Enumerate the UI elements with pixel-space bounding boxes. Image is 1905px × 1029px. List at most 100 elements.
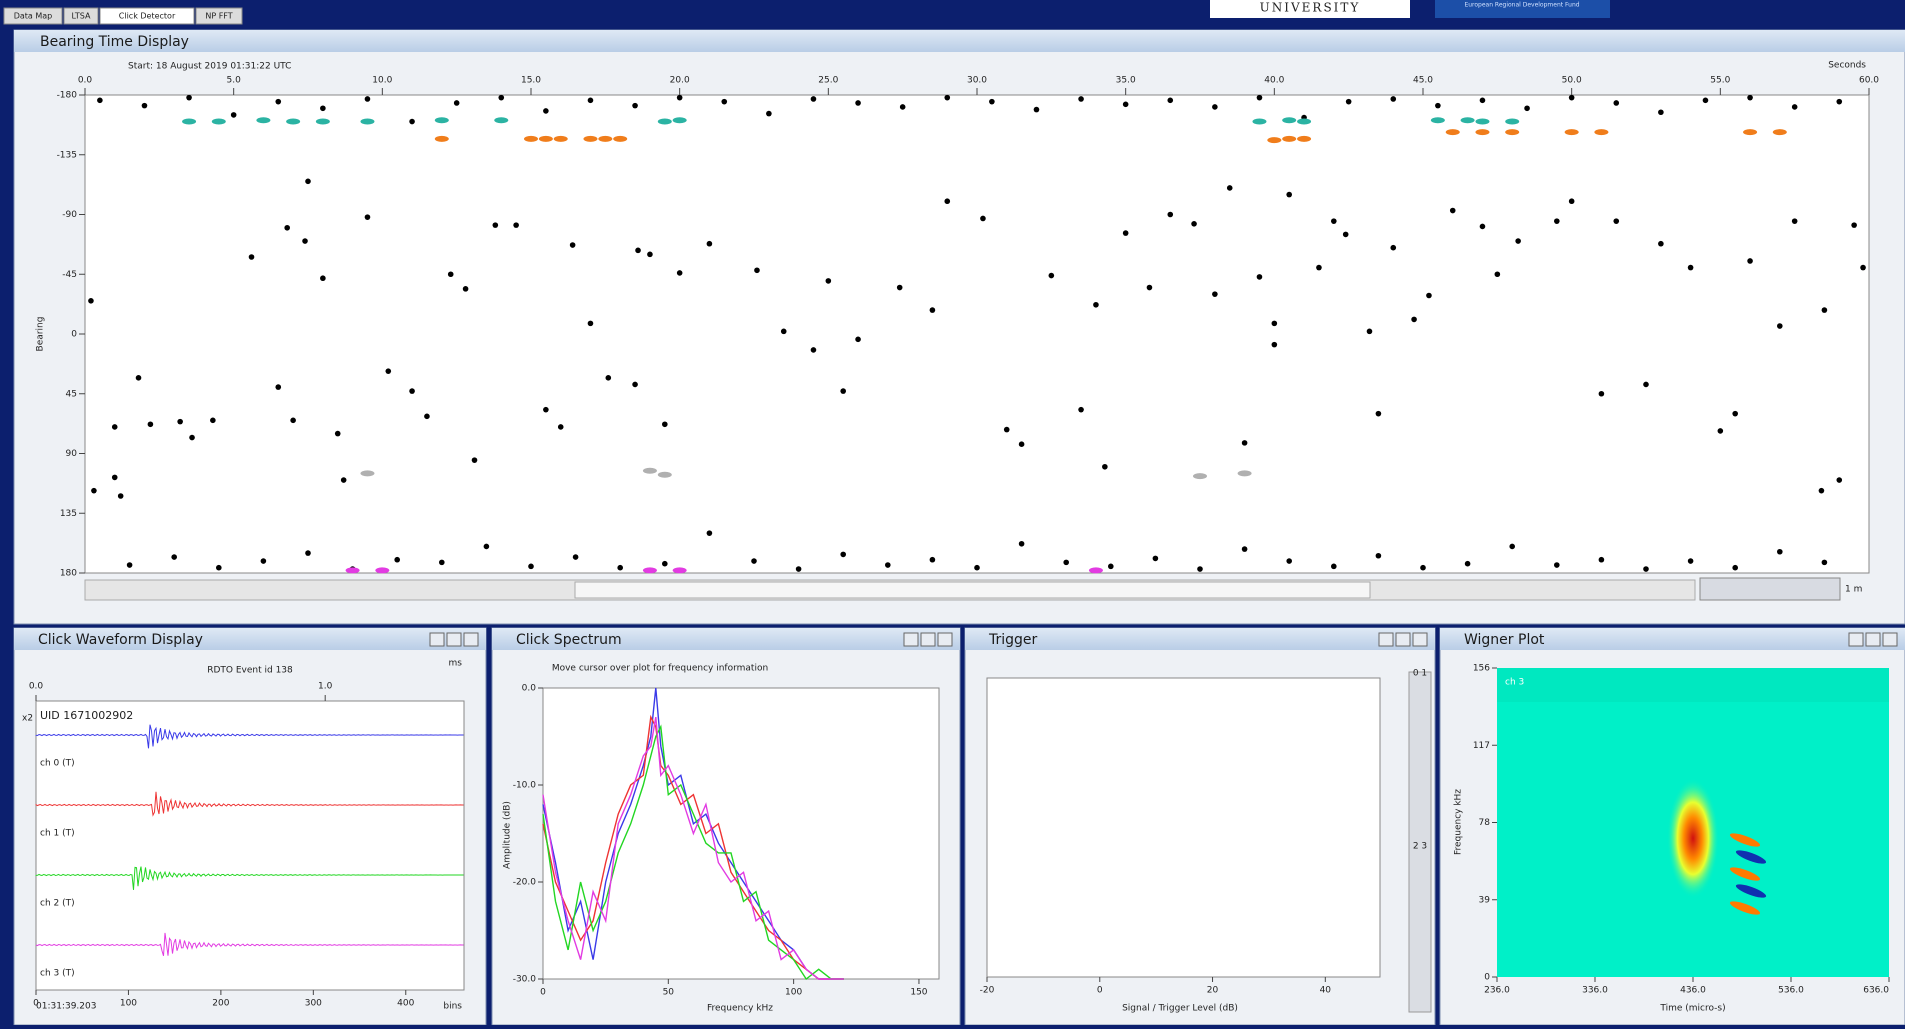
panel-title: Bearing Time Display	[40, 34, 189, 50]
click-point	[365, 214, 371, 220]
window-button[interactable]	[938, 633, 952, 646]
playback-controls[interactable]	[1700, 578, 1840, 600]
click-point	[1227, 185, 1233, 191]
click-point	[570, 242, 576, 248]
click-point	[1658, 241, 1664, 247]
y-tick-label: -135	[57, 150, 77, 160]
tracked-click	[212, 119, 226, 125]
window-button[interactable]	[1379, 633, 1393, 646]
click-point	[897, 285, 903, 291]
click-point	[484, 544, 490, 550]
tracked-click	[1282, 136, 1296, 142]
click-point	[1367, 329, 1373, 335]
click-point	[1191, 221, 1197, 227]
click-point	[1123, 101, 1129, 107]
meter-label: 2 3	[1413, 842, 1427, 852]
tracked-click	[256, 117, 270, 123]
panel-title: Trigger	[988, 632, 1038, 648]
logo-text: UNIVERSITY	[1260, 1, 1361, 15]
y-tick-label: 135	[60, 509, 77, 519]
tracked-click	[1193, 473, 1207, 479]
click-point	[1078, 96, 1084, 102]
y-tick-label: 0	[71, 330, 77, 340]
page: { "tabs": ["Data Map", "LTSA", "Click De…	[0, 0, 1905, 1025]
top-bar	[0, 0, 1905, 28]
click-point	[1123, 230, 1129, 236]
y-tick-label: 39	[1479, 895, 1491, 905]
tracked-click	[346, 567, 360, 573]
tracked-click	[643, 468, 657, 474]
event-label: RDTO Event id 138	[207, 666, 293, 676]
tracked-click	[360, 470, 374, 476]
click-point	[1599, 557, 1605, 563]
click-point	[1004, 427, 1010, 433]
y-label: Frequency kHz	[1454, 789, 1464, 855]
click-point	[766, 111, 772, 117]
click-point	[1331, 218, 1337, 224]
tracked-click	[643, 567, 657, 573]
click-point	[826, 278, 832, 284]
window-button[interactable]	[921, 633, 935, 646]
x-label: Signal / Trigger Level (dB)	[1122, 1004, 1238, 1014]
click-point	[1509, 544, 1515, 550]
click-point	[754, 267, 760, 273]
window-button[interactable]	[1849, 633, 1863, 646]
tracked-click	[1594, 129, 1608, 135]
click-point	[1569, 95, 1575, 101]
click-point	[498, 95, 504, 101]
tab-label: LTSA	[72, 12, 91, 21]
x-tick-label: 10.0	[372, 76, 392, 86]
window-button[interactable]	[1413, 633, 1427, 646]
window-button[interactable]	[447, 633, 461, 646]
wigner-map: ch 3Frequency kHzTime (micro-s)039781171…	[1454, 664, 1890, 1014]
click-point	[1480, 98, 1486, 104]
click-point	[1465, 561, 1471, 567]
window-button[interactable]	[430, 633, 444, 646]
click-point	[1792, 218, 1798, 224]
x-tick-label: 150	[910, 988, 927, 998]
panel-title: Click Spectrum	[516, 632, 622, 648]
scroll-thumb[interactable]	[575, 582, 1370, 598]
tracked-click	[1565, 129, 1579, 135]
click-point	[647, 252, 653, 258]
x-tick-label: 1.0	[318, 682, 333, 692]
click-point	[290, 418, 296, 424]
click-point	[944, 95, 950, 101]
click-point	[171, 554, 177, 560]
window-button[interactable]	[1883, 633, 1897, 646]
click-point	[1286, 558, 1292, 564]
click-point	[588, 321, 594, 327]
click-point	[885, 562, 891, 568]
tracked-click	[1089, 567, 1103, 573]
window-button[interactable]	[1396, 633, 1410, 646]
click-point	[275, 384, 281, 390]
click-point	[632, 382, 638, 388]
click-point	[781, 329, 787, 335]
x-tick-label: 15.0	[521, 76, 541, 86]
click-point	[1747, 258, 1753, 264]
click-point	[305, 179, 311, 185]
meter-label: 0 1	[1413, 669, 1427, 679]
click-point	[1093, 302, 1099, 308]
click-point	[543, 108, 549, 114]
window-button[interactable]	[1866, 633, 1880, 646]
window-button[interactable]	[464, 633, 478, 646]
click-point	[275, 99, 281, 105]
click-point	[989, 99, 995, 105]
click-point	[1777, 323, 1783, 329]
click-point	[1732, 565, 1738, 571]
tab-label: Data Map	[14, 12, 53, 21]
click-point	[118, 493, 124, 499]
click-point	[528, 564, 534, 570]
click-point	[1034, 107, 1040, 113]
tab-label: Click Detector	[119, 12, 176, 21]
click-point	[1411, 317, 1417, 323]
x-tick-label: 436.0	[1680, 986, 1706, 996]
click-point	[1390, 96, 1396, 102]
channel-label: ch 1 (T)	[40, 829, 75, 839]
click-point	[1390, 245, 1396, 251]
window-button[interactable]	[904, 633, 918, 646]
y-tick-label: -180	[57, 91, 78, 101]
tracked-click	[1773, 129, 1787, 135]
y-label: Bearing	[36, 317, 46, 352]
